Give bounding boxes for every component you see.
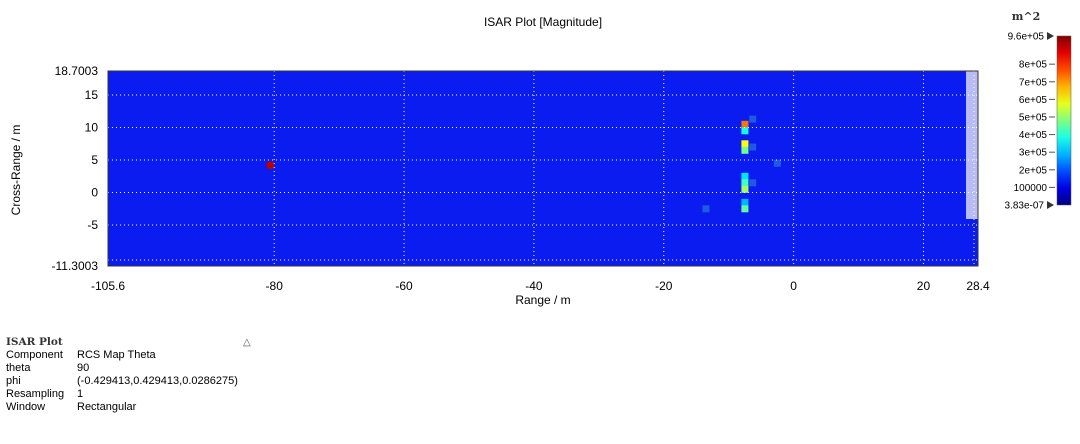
colorbar-min-label: 3.83e-07 bbox=[1005, 201, 1045, 212]
info-value: RCS Map Theta bbox=[77, 349, 156, 361]
heatmap-cell-0 bbox=[266, 161, 274, 169]
info-value: 1 bbox=[77, 388, 84, 400]
info-panel: ISAR Plot △ Component RCS Map Theta theta 9… bbox=[6, 336, 256, 414]
y-tick-label: -5 bbox=[87, 218, 98, 232]
x-tick-label: 20 bbox=[917, 279, 931, 293]
x-tick-label: -80 bbox=[266, 279, 284, 293]
heatmap-cell-12 bbox=[749, 115, 757, 123]
x-tick-label: 28.4 bbox=[966, 279, 990, 293]
info-key: Component bbox=[6, 349, 63, 361]
y-tick-labels: -11.3003 -5 0 5 10 15 18.7003 bbox=[52, 64, 99, 273]
heatmap-cell-7 bbox=[741, 185, 749, 193]
colorbar-unit: m^2 bbox=[1012, 10, 1041, 23]
info-key: Resampling bbox=[6, 388, 65, 400]
info-row: Resampling 1 bbox=[6, 388, 256, 401]
heatmap-cell-6 bbox=[741, 179, 749, 187]
colorbar: m^2 100000 2e+05 3e+05 4e+05 5e+05 6e+05 7e+05 8… bbox=[1005, 10, 1072, 212]
y-tick-label: 15 bbox=[85, 88, 99, 102]
heatmap-cell-8 bbox=[741, 198, 749, 206]
masked-strip bbox=[966, 71, 978, 219]
collapse-icon[interactable]: △ bbox=[243, 337, 251, 348]
colorbar-pointer-icon bbox=[1047, 32, 1054, 40]
heatmap-cell-5 bbox=[741, 172, 749, 180]
chart-title: ISAR Plot [Magnitude] bbox=[484, 15, 602, 29]
heatmap-cell-11 bbox=[702, 205, 710, 213]
info-row: phi (-0.429413,0.429413,0.0286275) bbox=[6, 375, 256, 388]
x-tick-label: 0 bbox=[790, 279, 797, 293]
x-tick-label: -40 bbox=[525, 279, 543, 293]
heatmap-cell-3 bbox=[741, 140, 749, 148]
grid-lines bbox=[107, 70, 979, 267]
info-title: ISAR Plot bbox=[6, 336, 63, 348]
info-row: Window Rectangular bbox=[6, 401, 256, 414]
info-key: theta bbox=[6, 362, 31, 374]
colorbar-tick-label: 8e+05 bbox=[1019, 60, 1048, 71]
x-axis-label: Range / m bbox=[515, 293, 570, 307]
colorbar-tick-label: 3e+05 bbox=[1019, 148, 1048, 159]
info-value: (-0.429413,0.429413,0.0286275) bbox=[77, 375, 238, 387]
colorbar-max-label: 9.6e+05 bbox=[1008, 32, 1045, 43]
y-tick-label: -11.3003 bbox=[52, 259, 99, 273]
colorbar-tick-label: 7e+05 bbox=[1019, 77, 1048, 88]
heatmap-cell-4 bbox=[741, 146, 749, 154]
info-row: Component RCS Map Theta bbox=[6, 349, 256, 362]
y-tick-label: 18.7003 bbox=[55, 64, 99, 78]
heatmap-cell-1 bbox=[741, 120, 749, 128]
colorbar-tick-label: 2e+05 bbox=[1019, 165, 1048, 176]
info-key: Window bbox=[6, 401, 46, 413]
heatmap-cell-14 bbox=[749, 179, 757, 187]
info-rows: Component RCS Map Theta theta 90 phi (-0.4294… bbox=[6, 349, 256, 414]
colorbar-pointer-icon bbox=[1047, 201, 1054, 209]
heatmap-cell-2 bbox=[741, 127, 749, 135]
x-tick-label: -20 bbox=[655, 279, 673, 293]
colorbar-gradient bbox=[1056, 35, 1072, 206]
y-tick-label: 10 bbox=[85, 121, 99, 135]
heatmap-background bbox=[108, 71, 978, 266]
colorbar-tick-label: 6e+05 bbox=[1019, 95, 1048, 106]
info-value: Rectangular bbox=[77, 401, 137, 413]
y-tick-label: 0 bbox=[91, 186, 98, 200]
heatmap-cell-9 bbox=[741, 205, 749, 213]
info-key: phi bbox=[6, 375, 21, 387]
heatmap-cells bbox=[266, 115, 781, 213]
x-tick-labels: -105.6 -80 -60 -40 -20 0 20 28.4 bbox=[91, 279, 990, 293]
heatmap-cell-10 bbox=[773, 159, 781, 167]
plot-area bbox=[108, 71, 978, 266]
x-tick-label: -60 bbox=[395, 279, 413, 293]
colorbar-tick-label: 100000 bbox=[1014, 183, 1048, 194]
y-tick-label: 5 bbox=[91, 153, 98, 167]
colorbar-tick-label: 5e+05 bbox=[1019, 112, 1048, 123]
x-tick-label: -105.6 bbox=[91, 279, 125, 293]
colorbar-tick-label: 4e+05 bbox=[1019, 130, 1048, 141]
plot-border bbox=[107, 70, 979, 267]
info-value: 90 bbox=[77, 362, 90, 374]
y-axis-label: Cross-Range / m bbox=[9, 125, 23, 216]
info-row: theta 90 bbox=[6, 362, 256, 375]
heatmap-cell-13 bbox=[749, 143, 757, 151]
